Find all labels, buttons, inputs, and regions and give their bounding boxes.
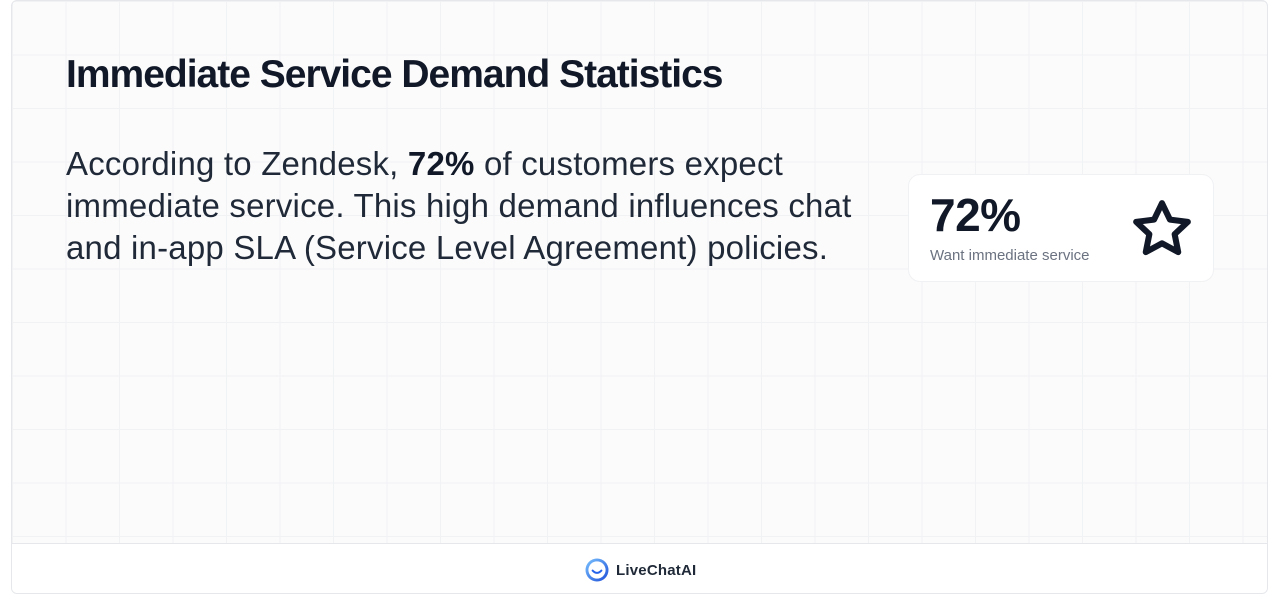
brand[interactable]: LiveChatAI (585, 557, 696, 583)
stat-card: 72% Want immediate service (908, 174, 1214, 282)
footer: LiveChatAI (12, 543, 1267, 593)
page-title: Immediate Service Demand Statistics (66, 53, 723, 96)
brand-name: LiveChatAI (616, 561, 697, 579)
description-highlight: 72% (407, 145, 475, 182)
description-text-after: of customers expect immediate service. T… (66, 145, 852, 266)
slide-content: Immediate Service Demand Statistics Acco… (12, 1, 1267, 543)
livechatai-logo-icon (585, 558, 609, 582)
stat-value: 72% (930, 189, 1021, 241)
description-text-before: According to Zendesk, (66, 145, 408, 182)
description-paragraph: According to Zendesk, 72% of customers e… (66, 143, 856, 269)
slide-card: Immediate Service Demand Statistics Acco… (11, 0, 1268, 594)
stat-label: Want immediate service (930, 247, 1090, 264)
star-icon (1133, 200, 1191, 256)
